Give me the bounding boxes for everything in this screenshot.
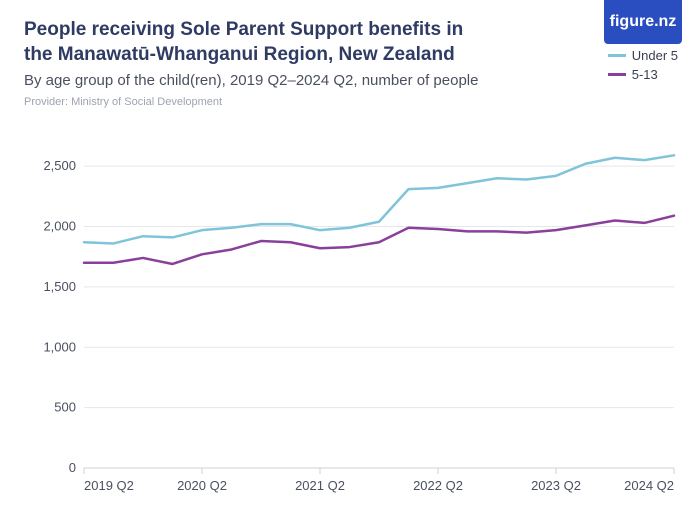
legend-label: Under 5: [632, 48, 678, 63]
x-tick-label: 2022 Q2: [413, 478, 463, 493]
x-tick-label: 2023 Q2: [531, 478, 581, 493]
brand-badge: figure.nz: [604, 0, 682, 44]
legend-swatch-icon: [608, 73, 626, 76]
y-tick-label: 2,000: [43, 219, 76, 234]
y-tick-label: 2,500: [43, 158, 76, 173]
legend-swatch-icon: [608, 54, 626, 57]
y-tick-label: 1,500: [43, 279, 76, 294]
x-tick-label: 2021 Q2: [295, 478, 345, 493]
y-tick-label: 1,000: [43, 339, 76, 354]
y-tick-label: 500: [54, 400, 76, 415]
legend-item: Under 5: [608, 48, 678, 63]
legend-label: 5-13: [632, 67, 658, 82]
title-line-1: People receiving Sole Parent Support ben…: [24, 19, 463, 40]
y-tick-label: 0: [69, 460, 76, 475]
chart-area: 0 500 1,000 1,500 2,000 2,500 2019 Q2 2020 Q2 20…: [24, 128, 680, 500]
chart-subtitle: By age group of the child(ren), 2019 Q2–…: [24, 72, 478, 89]
line-chart: 0 500 1,000 1,500 2,000 2,500 2019 Q2 2020 Q2 20…: [24, 128, 680, 500]
series-line: [84, 155, 674, 243]
x-tick-label: 2024 Q2: [624, 478, 674, 493]
chart-title: People receiving Sole Parent Support ben…: [24, 18, 463, 67]
chart-provider: Provider: Ministry of Social Development: [24, 96, 222, 108]
x-tick-label: 2020 Q2: [177, 478, 227, 493]
x-tick-label: 2019 Q2: [84, 478, 134, 493]
legend-item: 5-13: [608, 67, 678, 82]
title-line-2: the Manawatū-Whanganui Region, New Zeala…: [24, 44, 455, 65]
legend: Under 5 5-13: [608, 48, 678, 86]
